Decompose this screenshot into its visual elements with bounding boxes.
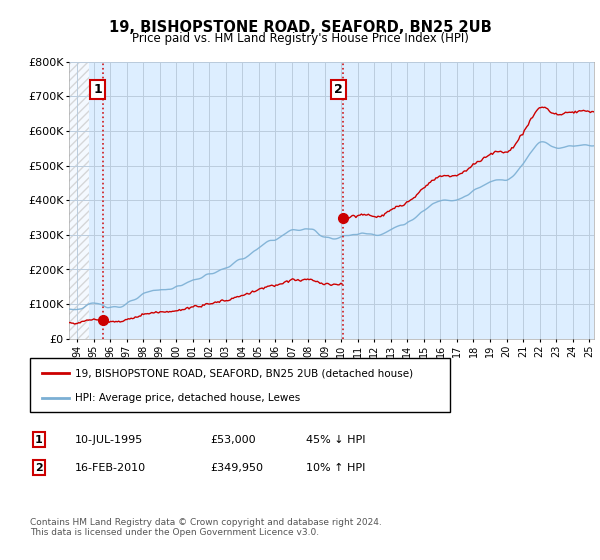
Text: 2: 2 [334,83,343,96]
Text: 19, BISHOPSTONE ROAD, SEAFORD, BN25 2UB: 19, BISHOPSTONE ROAD, SEAFORD, BN25 2UB [109,20,491,35]
Text: Price paid vs. HM Land Registry's House Price Index (HPI): Price paid vs. HM Land Registry's House … [131,32,469,45]
Text: 1: 1 [93,83,102,96]
Text: HPI: Average price, detached house, Lewes: HPI: Average price, detached house, Lewe… [75,393,300,403]
Text: 10% ↑ HPI: 10% ↑ HPI [306,463,365,473]
Text: 10-JUL-1995: 10-JUL-1995 [75,435,143,445]
Text: 1: 1 [35,435,43,445]
Text: Contains HM Land Registry data © Crown copyright and database right 2024.
This d: Contains HM Land Registry data © Crown c… [30,518,382,538]
Text: £349,950: £349,950 [210,463,263,473]
Text: 45% ↓ HPI: 45% ↓ HPI [306,435,365,445]
Text: 16-FEB-2010: 16-FEB-2010 [75,463,146,473]
Text: £53,000: £53,000 [210,435,256,445]
Text: 2: 2 [35,463,43,473]
Text: 19, BISHOPSTONE ROAD, SEAFORD, BN25 2UB (detached house): 19, BISHOPSTONE ROAD, SEAFORD, BN25 2UB … [75,368,413,379]
